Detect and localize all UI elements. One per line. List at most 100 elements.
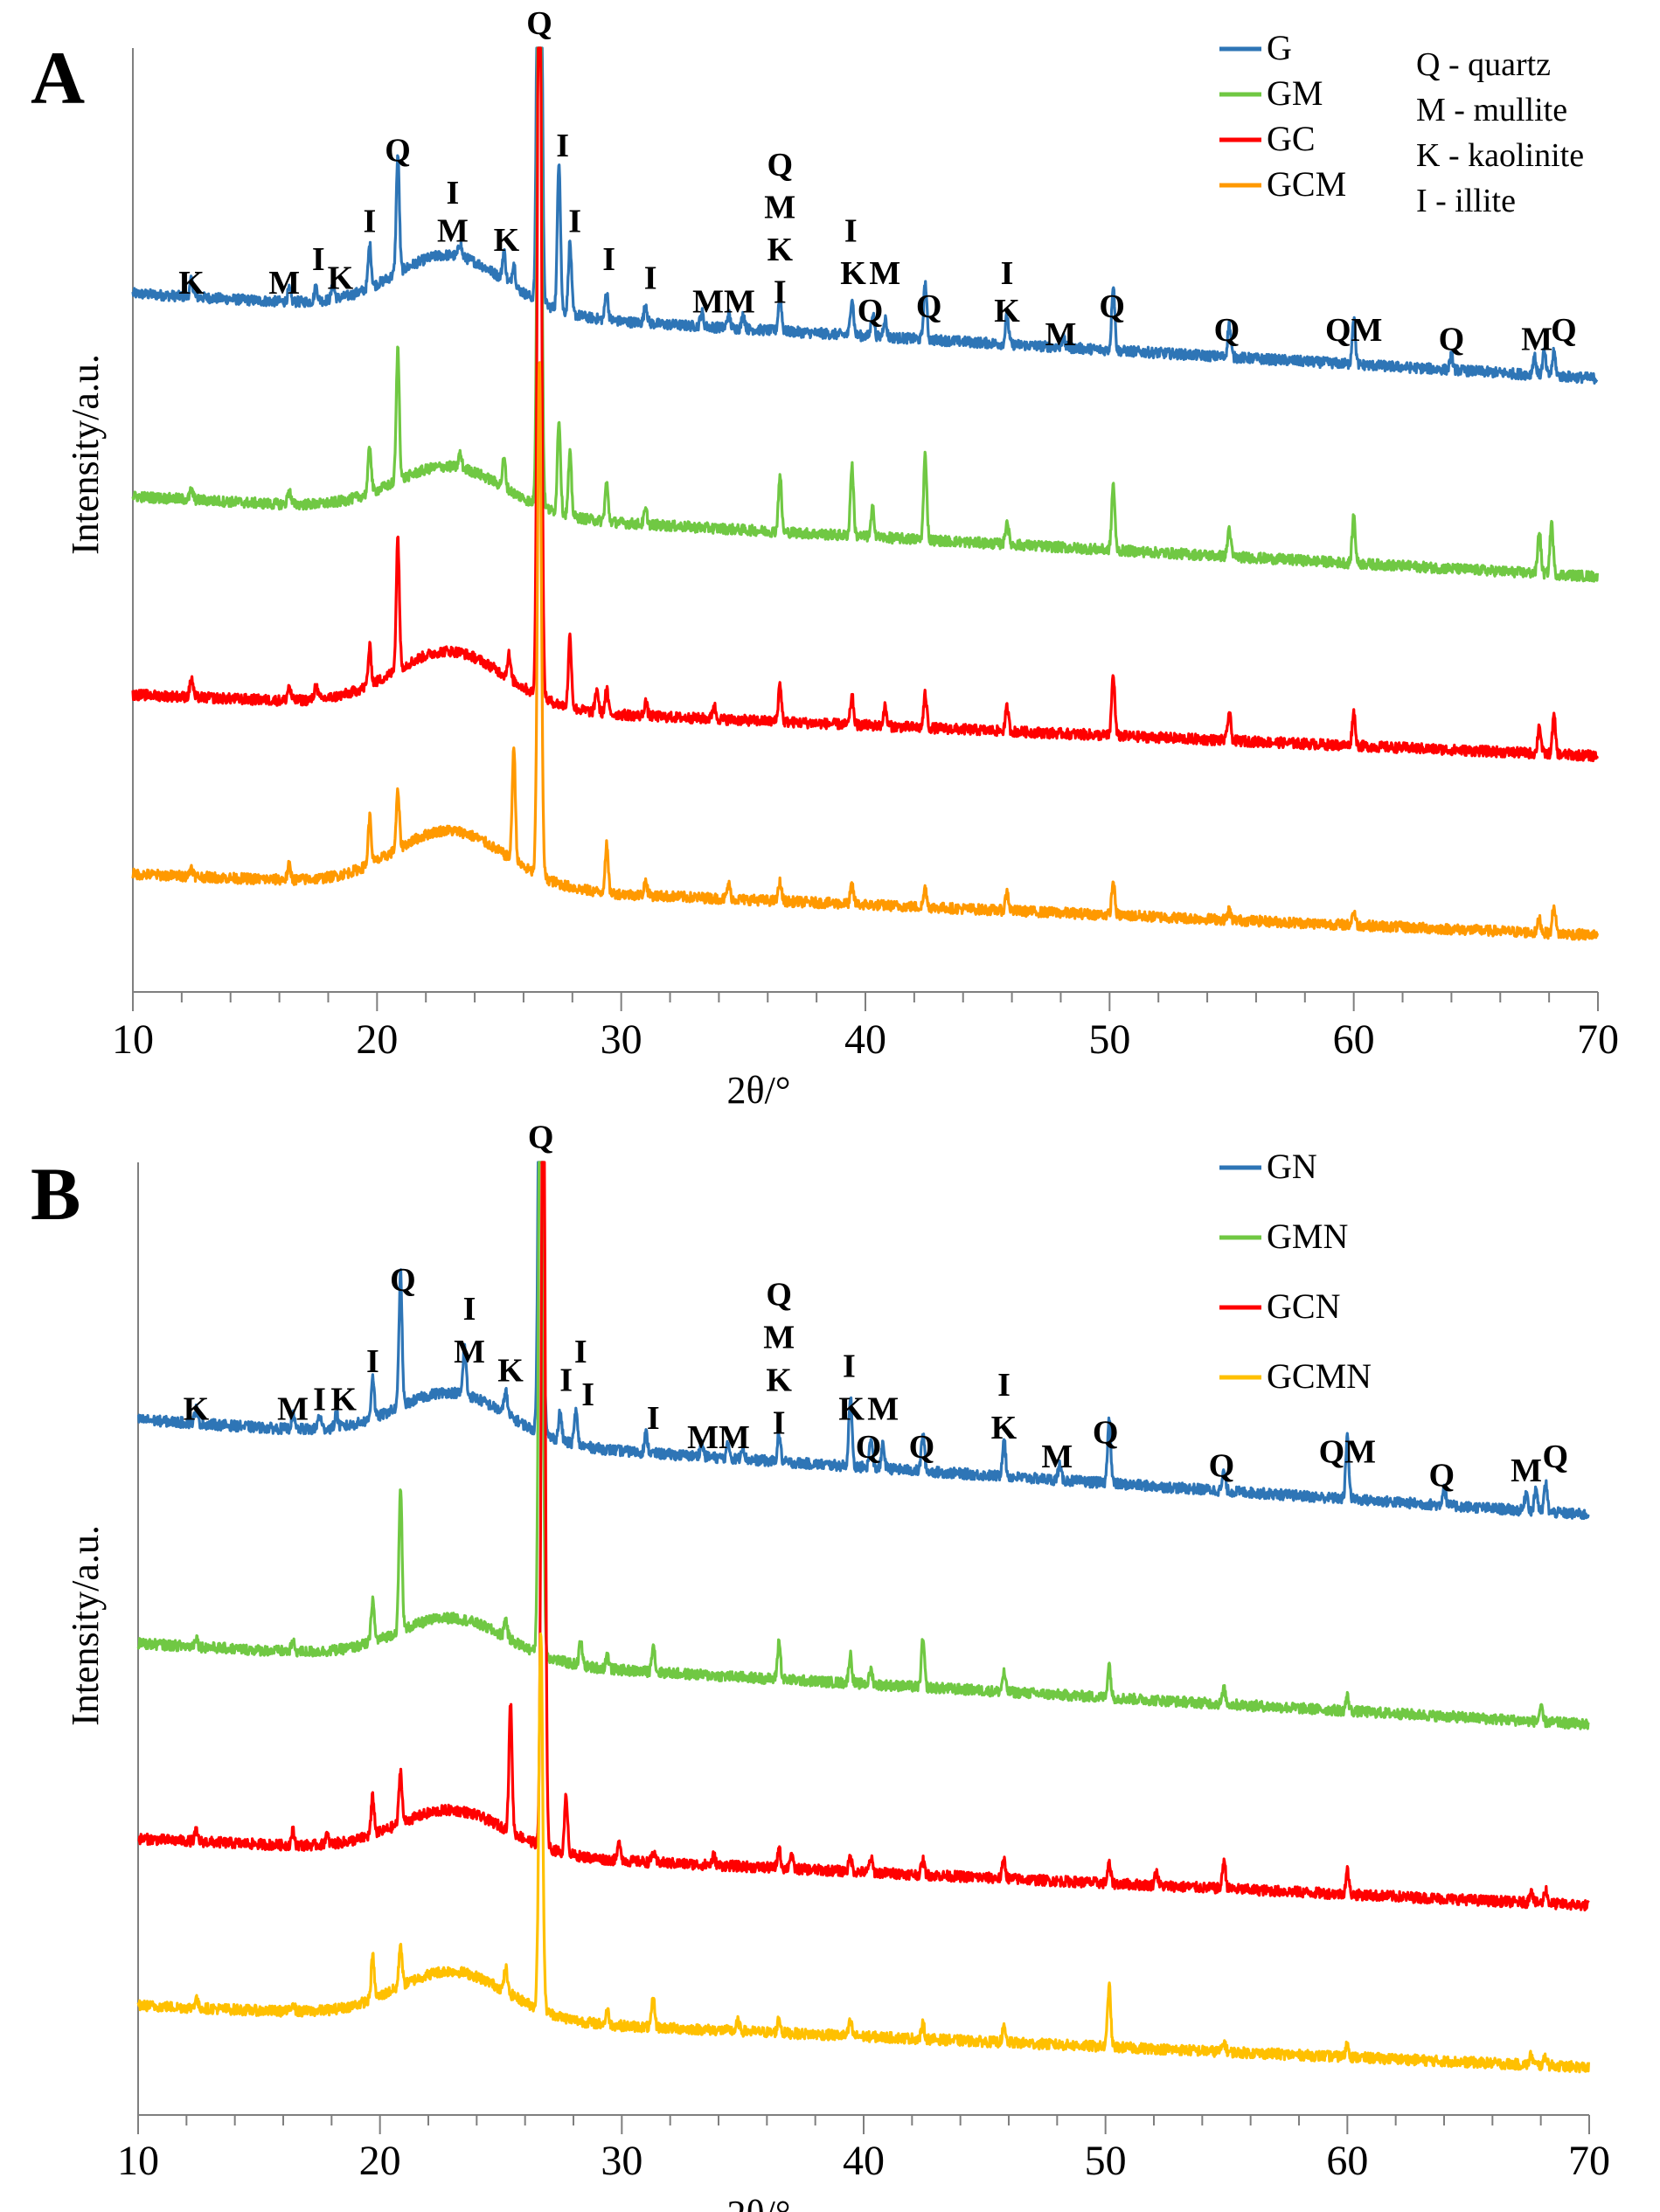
peak-annotation: Q bbox=[1214, 312, 1240, 349]
peak-annotation: QM bbox=[1319, 1433, 1376, 1470]
x-tick-label: 10 bbox=[117, 2138, 159, 2184]
peak-annotation: K bbox=[838, 1390, 865, 1427]
x-tick-label: 30 bbox=[601, 2138, 642, 2184]
peak-annotation: M bbox=[437, 212, 469, 249]
peak-annotation: M bbox=[277, 1390, 309, 1427]
phase-legend-entry: K - kaolinite bbox=[1416, 137, 1584, 174]
peak-annotation: K bbox=[328, 260, 354, 296]
series-line-gn bbox=[137, 1161, 1590, 1521]
peak-annotation: M bbox=[869, 255, 900, 292]
peak-annotation: Q bbox=[766, 1277, 792, 1314]
peak-annotation: K bbox=[497, 1353, 524, 1390]
peak-annotation: K bbox=[184, 1390, 210, 1427]
peak-annotation: M bbox=[867, 1390, 899, 1427]
peak-annotation: K bbox=[767, 232, 793, 268]
y-axis-label: Intensity/a.u. bbox=[64, 1525, 107, 1726]
series-line-gc bbox=[131, 46, 1599, 763]
peak-annotation: Q bbox=[385, 133, 411, 170]
panel-label: A bbox=[31, 36, 85, 120]
peak-annotation: I bbox=[774, 274, 787, 311]
peak-annotation: M bbox=[1511, 1453, 1542, 1489]
peak-annotation: Q bbox=[767, 147, 793, 184]
series-line-gmn bbox=[136, 1161, 1590, 1730]
series-line-gm bbox=[131, 46, 1599, 583]
peak-annotation: Q bbox=[1542, 1439, 1568, 1475]
phase-legend-entry: Q - quartz bbox=[1416, 46, 1551, 83]
phase-legend: Q - quartz M - mullite K - kaolinite I -… bbox=[1416, 46, 1584, 219]
peak-annotation: M bbox=[1041, 1439, 1073, 1475]
legend-entry: GCMN bbox=[1267, 1356, 1372, 1396]
x-tick-label: 70 bbox=[1577, 1016, 1619, 1063]
peak-annotation: M bbox=[763, 1320, 795, 1356]
peak-annotation: I bbox=[997, 1367, 1011, 1404]
peak-annotation: K bbox=[330, 1381, 357, 1418]
peak-annotation: I bbox=[647, 1400, 660, 1437]
peak-annotation: Q bbox=[1209, 1448, 1235, 1485]
panel-a: A 10 20 30 40 50 60 70 2θ/° Intensity/a.u. G GM GC GC… bbox=[31, 5, 1619, 1112]
y-axis-label: Intensity/a.u. bbox=[64, 354, 107, 555]
peak-annotation: MM bbox=[687, 1419, 750, 1456]
peak-annotation: I bbox=[559, 1363, 573, 1399]
peak-annotation: Q bbox=[1551, 312, 1577, 349]
x-tick-label: 40 bbox=[843, 2138, 885, 2184]
peak-annotation: Q bbox=[856, 1429, 882, 1466]
peak-annotation: Q bbox=[916, 288, 942, 325]
peak-annotation: Q bbox=[909, 1429, 935, 1466]
peak-annotation: I bbox=[556, 128, 569, 164]
peak-annotation: I bbox=[574, 1334, 587, 1370]
peak-annotation: I bbox=[1001, 255, 1014, 292]
peak-annotation: I bbox=[581, 1376, 594, 1413]
peak-annotation: MM bbox=[692, 283, 755, 320]
panel-b: B 10 20 30 40 50 60 70 2θ/° Intensity/a.u. GN GMN GC… bbox=[31, 1120, 1610, 2212]
x-tick-label: 20 bbox=[356, 1016, 398, 1063]
phase-legend-entry: I - illite bbox=[1416, 183, 1516, 219]
x-tick-label: 50 bbox=[1088, 1016, 1130, 1063]
legend-entry: GCM bbox=[1267, 164, 1346, 204]
x-tick-label: 10 bbox=[112, 1016, 154, 1063]
peak-annotation: I bbox=[568, 204, 581, 240]
peak-annotation: M bbox=[1521, 322, 1552, 358]
peak-annotation: M bbox=[268, 265, 300, 302]
peak-annotation: I bbox=[644, 260, 657, 296]
peak-annotation: I bbox=[364, 204, 377, 240]
legend-entry: GN bbox=[1267, 1147, 1317, 1186]
x-tick-label: 60 bbox=[1333, 1016, 1375, 1063]
peak-annotation: I bbox=[463, 1291, 476, 1328]
peak-annotation: K bbox=[494, 222, 520, 259]
legend-entry: GCN bbox=[1267, 1286, 1340, 1326]
peak-annotation: K bbox=[178, 265, 205, 302]
peak-annotation: Q bbox=[390, 1262, 416, 1299]
x-tick-label: 30 bbox=[601, 1016, 642, 1063]
peak-annotation: I bbox=[313, 1381, 326, 1418]
x-axis-label: 2θ/° bbox=[727, 1069, 791, 1112]
peak-annotation: Q bbox=[858, 293, 884, 329]
peak-annotation: I bbox=[312, 241, 325, 278]
peak-annotation: K bbox=[766, 1363, 792, 1399]
panel-label: B bbox=[31, 1152, 80, 1236]
legend-entry: GMN bbox=[1267, 1217, 1348, 1256]
x-tick-label: 70 bbox=[1568, 2138, 1610, 2184]
peak-annotation: Q bbox=[1439, 322, 1465, 358]
legend-entry: GM bbox=[1267, 73, 1323, 113]
peak-annotation: K bbox=[991, 1410, 1018, 1446]
series-line-gcn bbox=[137, 1161, 1590, 1912]
peak-annotation: I bbox=[366, 1343, 379, 1380]
peak-annotation: Q bbox=[526, 5, 552, 42]
peak-annotation: K bbox=[994, 293, 1020, 329]
peak-annotation: I bbox=[844, 212, 858, 249]
x-tick-label: 40 bbox=[844, 1016, 886, 1063]
peak-annotation: Q bbox=[1428, 1458, 1455, 1494]
x-tick-label: 50 bbox=[1085, 2138, 1127, 2184]
peak-annotation: M bbox=[1045, 316, 1077, 353]
series-line-gcmn bbox=[136, 1632, 1590, 2074]
x-tick-label: 20 bbox=[359, 2138, 401, 2184]
peak-annotation: I bbox=[447, 175, 460, 211]
x-tick-label: 60 bbox=[1326, 2138, 1368, 2184]
peak-annotation: QM bbox=[1325, 312, 1382, 349]
peak-annotation: I bbox=[773, 1405, 786, 1442]
x-axis-label: 2θ/° bbox=[727, 2193, 791, 2212]
phase-legend-entry: M - mullite bbox=[1416, 92, 1567, 128]
peak-annotation: Q bbox=[1093, 1415, 1119, 1452]
legend-entry: GC bbox=[1267, 119, 1316, 158]
